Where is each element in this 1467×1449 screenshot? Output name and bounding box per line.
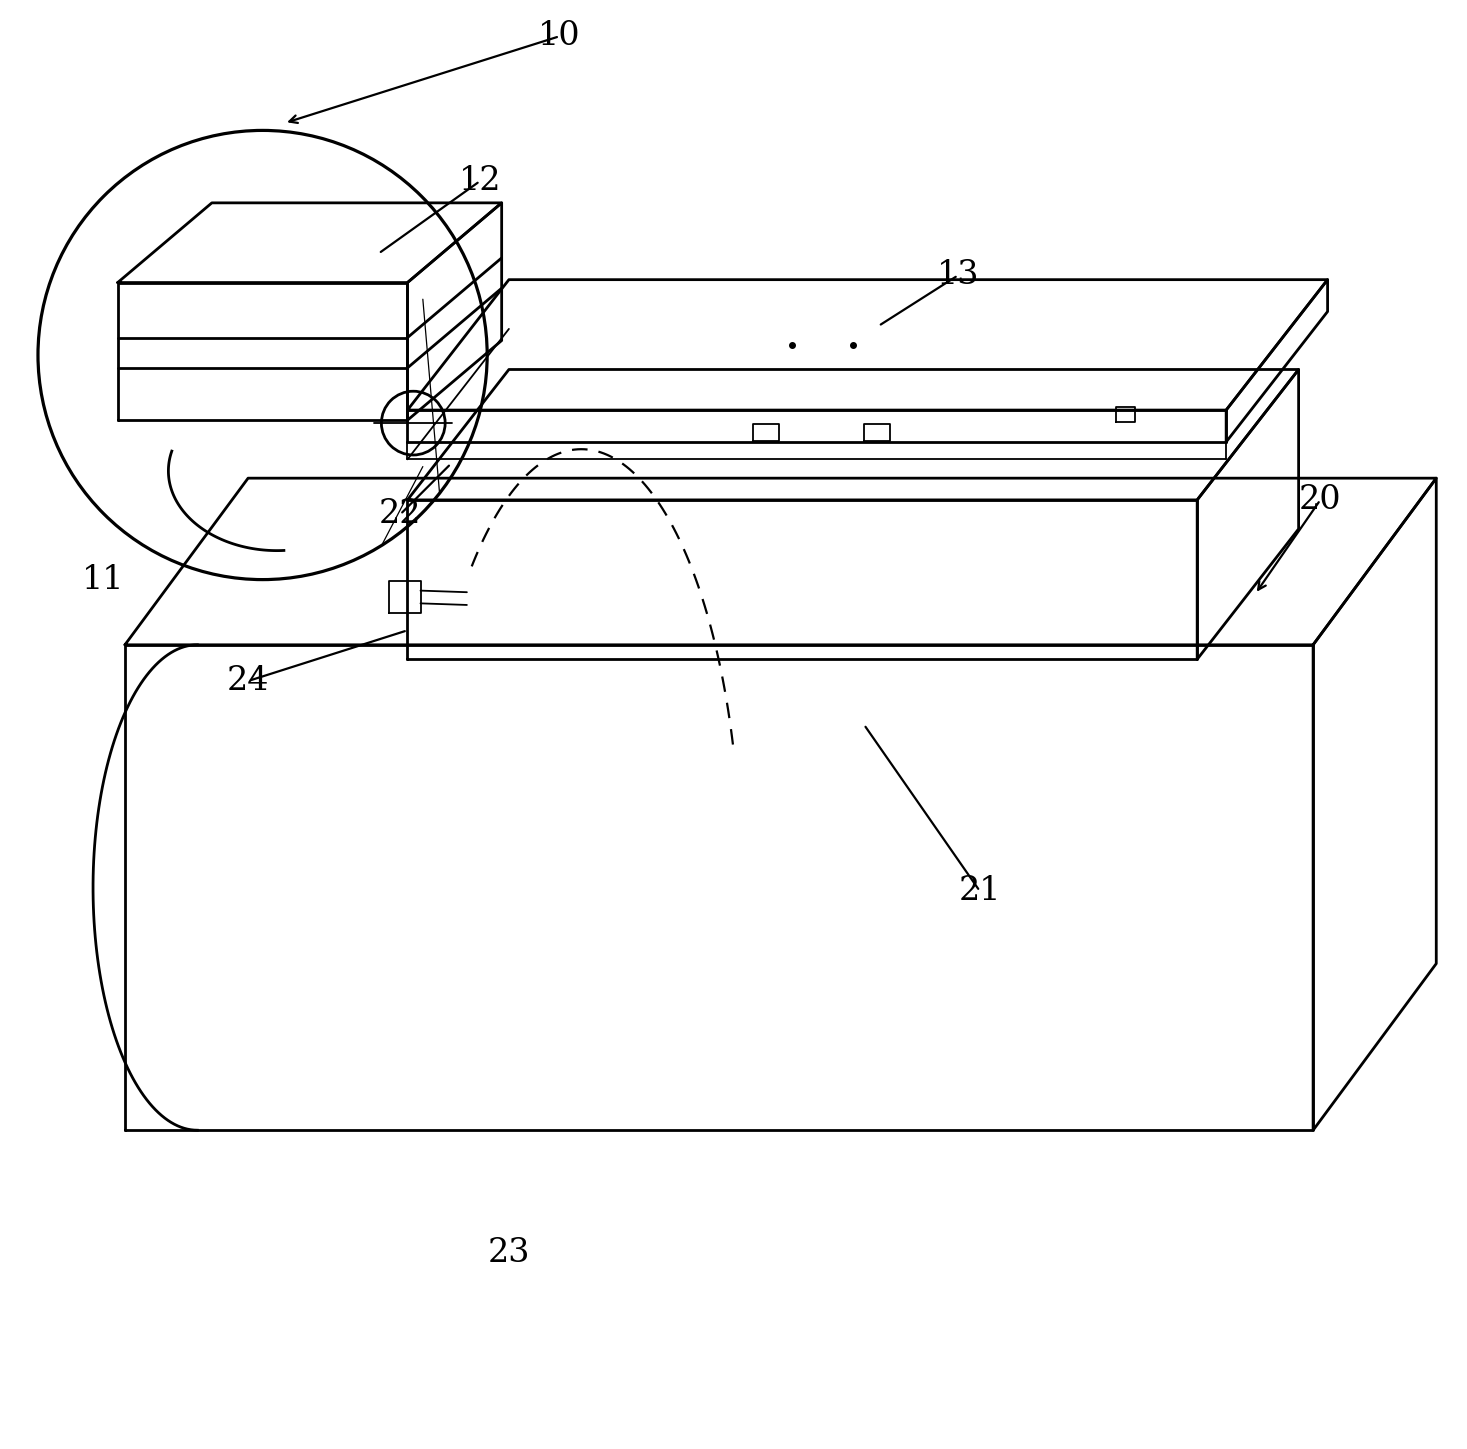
Text: 20: 20 (1300, 484, 1342, 516)
Text: 12: 12 (459, 165, 502, 197)
Text: 10: 10 (538, 20, 581, 52)
Text: 23: 23 (487, 1237, 530, 1269)
Text: 24: 24 (227, 665, 270, 697)
Text: 11: 11 (82, 564, 125, 596)
Text: 22: 22 (378, 498, 421, 530)
Text: 21: 21 (958, 875, 1000, 907)
Text: 13: 13 (937, 259, 980, 291)
